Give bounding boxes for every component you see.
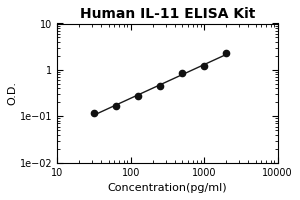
Title: Human IL-11 ELISA Kit: Human IL-11 ELISA Kit [80, 7, 255, 21]
Point [158, 84, 162, 87]
Point [202, 65, 207, 68]
Point [135, 95, 140, 98]
Y-axis label: O.D.: O.D. [7, 81, 17, 105]
X-axis label: Concentration(pg/ml): Concentration(pg/ml) [108, 183, 227, 193]
Point [91, 112, 96, 115]
Point [224, 52, 229, 55]
Point [180, 72, 184, 75]
Point [113, 105, 118, 108]
